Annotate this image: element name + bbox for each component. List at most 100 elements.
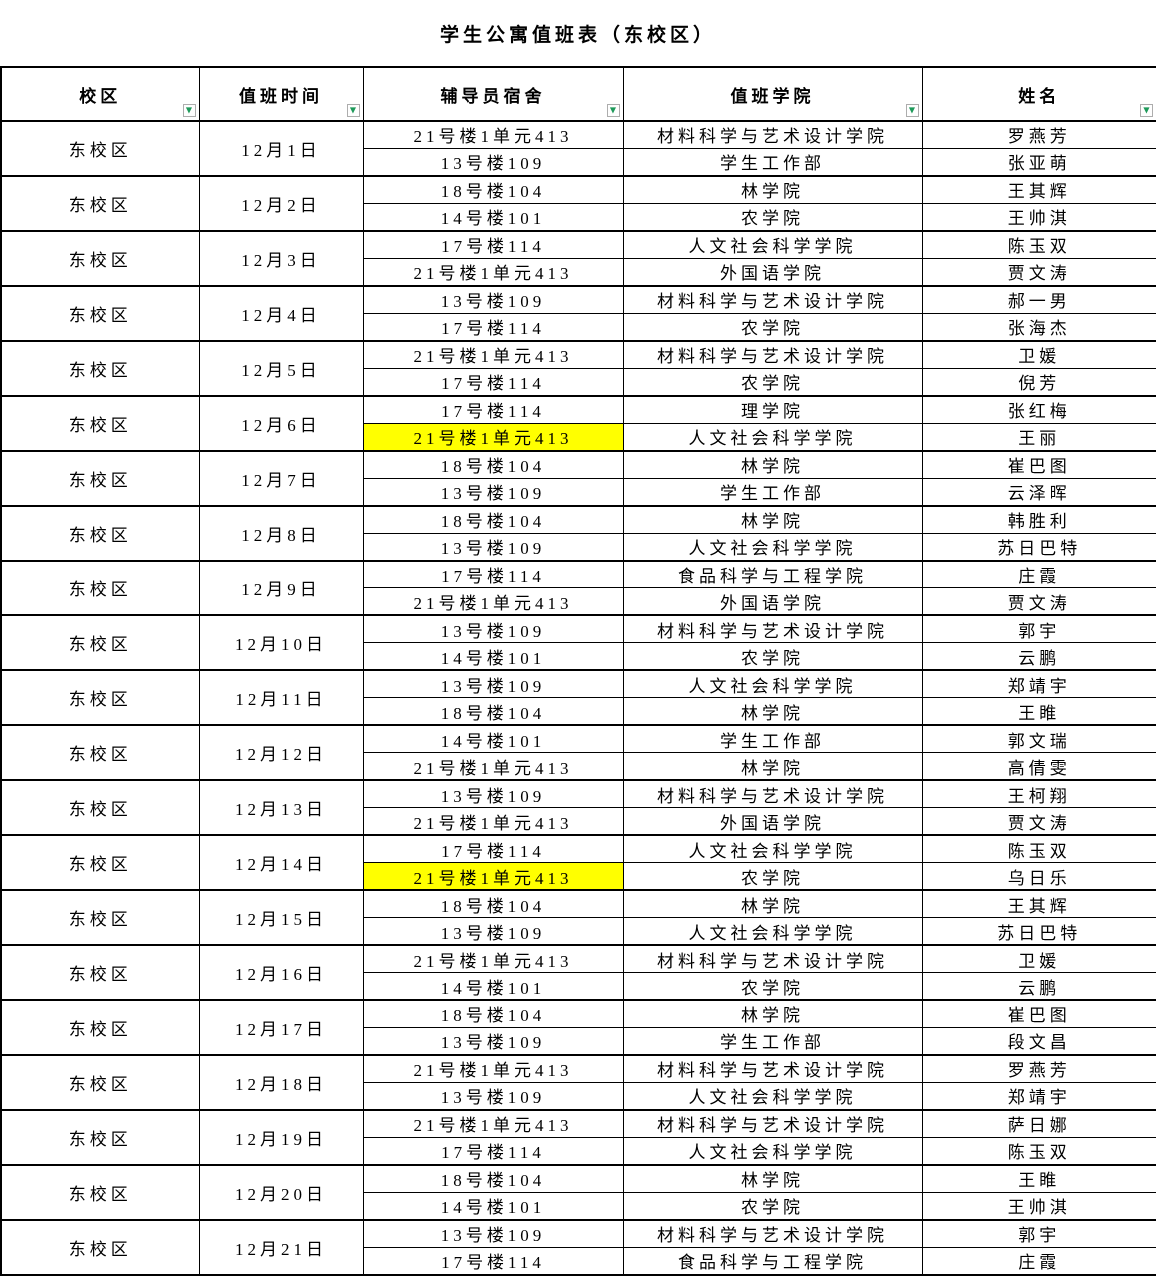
dorm-cell: 13号楼109: [362, 532, 624, 562]
college-cell: 材料科学与艺术设计学院: [622, 120, 923, 149]
campus-cell: 东校区: [0, 450, 200, 507]
college-cell: 学生工作部: [622, 1026, 923, 1056]
table-row: 东校区 12月12日 14号楼101 学生工作部 郭文瑞: [0, 724, 1156, 782]
dorm-cell: 13号楼109: [362, 917, 624, 947]
college-cell: 外国语学院: [622, 587, 923, 617]
name-cell: 云鹏: [921, 972, 1156, 1002]
college-cell: 农学院: [622, 642, 923, 672]
campus-cell: 东校区: [0, 724, 200, 782]
filter-button-college[interactable]: ▼: [905, 104, 919, 117]
table-row: 13号楼109 人文社会科学学院 苏日巴特: [1, 532, 1156, 562]
dorm-cell: 21号楼1单元413: [362, 1109, 624, 1138]
college-cell: 人文社会科学学院: [622, 1136, 923, 1166]
campus-cell: 东校区: [0, 779, 200, 837]
college-cell: 食品科学与工程学院: [622, 1246, 923, 1276]
table-row: 东校区 12月7日 18号楼104 林学院 崔巴图: [0, 450, 1156, 507]
header-row: 校区 ▼ 值班时间 ▼ 辅导员宿舍 ▼ 值班学院 ▼ 姓名 ▼: [0, 66, 1156, 122]
filter-button-duty-time[interactable]: ▼: [346, 104, 360, 117]
table-row: 东校区 12月10日 13号楼109 材料科学与艺术设计学院 郭宇: [0, 614, 1156, 672]
college-cell: 学生工作部: [622, 147, 923, 177]
campus-cell: 东校区: [0, 285, 200, 342]
college-cell: 人文社会科学学院: [622, 669, 923, 699]
filter-button-campus[interactable]: ▼: [182, 104, 196, 117]
campus-cell: 东校区: [0, 614, 200, 672]
header-name: 姓名 ▼: [921, 66, 1156, 122]
dorm-cell: 18号楼104: [362, 505, 624, 534]
date-cell: 12月18日: [198, 1054, 364, 1111]
name-cell: 陈玉双: [921, 230, 1156, 259]
name-cell: 崔巴图: [921, 999, 1156, 1028]
name-cell: 卫媛: [921, 340, 1156, 369]
college-cell: 林学院: [622, 175, 923, 204]
table-row: 21号楼1单元413 人文社会科学学院 王丽: [1, 422, 1156, 452]
college-cell: 人文社会科学学院: [622, 532, 923, 562]
table-row: 14号楼101 农学院 王帅淇: [1, 1191, 1156, 1221]
college-cell: 人文社会科学学院: [622, 834, 923, 864]
table-row: 21号楼1单元413 农学院 乌日乐: [1, 862, 1156, 892]
table-row: 东校区 12月11日 13号楼109 人文社会科学学院 郑靖宇: [0, 669, 1156, 727]
name-cell: 王其辉: [921, 889, 1156, 919]
name-cell: 王丽: [921, 422, 1156, 452]
table-row: 东校区 12月21日 13号楼109 材料科学与艺术设计学院 郭宇: [0, 1219, 1156, 1277]
name-cell: 苏日巴特: [921, 532, 1156, 562]
filter-dropdown-icon: ▼: [185, 105, 193, 114]
table-row: 14号楼101 农学院 王帅淇: [1, 202, 1156, 232]
filter-button-dorm[interactable]: ▼: [606, 104, 620, 117]
college-cell: 林学院: [622, 752, 923, 782]
college-cell: 材料科学与艺术设计学院: [622, 340, 923, 369]
table-row: 13号楼109 学生工作部 张亚萌: [1, 147, 1156, 177]
name-cell: 罗燕芳: [921, 120, 1156, 149]
dorm-cell: 21号楼1单元413: [362, 862, 624, 892]
table-row: 17号楼114 农学院 倪芳: [1, 367, 1156, 397]
dorm-cell: 13号楼109: [362, 1219, 624, 1248]
dorm-cell: 18号楼104: [362, 999, 624, 1028]
table-row: 13号楼109 人文社会科学学院 苏日巴特: [1, 917, 1156, 947]
filter-dropdown-icon: ▼: [609, 105, 617, 114]
name-cell: 罗燕芳: [921, 1054, 1156, 1083]
name-cell: 贾文涛: [921, 807, 1156, 837]
name-cell: 郑靖宇: [921, 669, 1156, 699]
campus-cell: 东校区: [0, 395, 200, 452]
name-cell: 萨日娜: [921, 1109, 1156, 1138]
table-row: 东校区 12月3日 17号楼114 人文社会科学学院 陈玉双: [0, 230, 1156, 287]
campus-cell: 东校区: [0, 230, 200, 287]
header-dorm-label: 辅导员宿舍: [440, 86, 546, 106]
campus-cell: 东校区: [0, 1219, 200, 1277]
dorm-cell: 21号楼1单元413: [362, 944, 624, 974]
college-cell: 农学院: [622, 202, 923, 232]
name-cell: 张红梅: [921, 395, 1156, 424]
name-cell: 陈玉双: [921, 834, 1156, 864]
dorm-cell: 13号楼109: [362, 669, 624, 699]
dorm-cell: 21号楼1单元413: [362, 807, 624, 837]
table-row: 东校区 12月15日 18号楼104 林学院 王其辉: [0, 889, 1156, 947]
name-cell: 王帅淇: [921, 202, 1156, 232]
campus-cell: 东校区: [0, 889, 200, 947]
header-duty-time: 值班时间 ▼: [198, 66, 364, 122]
name-cell: 贾文涛: [921, 587, 1156, 617]
college-cell: 林学院: [622, 450, 923, 479]
name-cell: 崔巴图: [921, 450, 1156, 479]
date-cell: 12月20日: [198, 1164, 364, 1221]
filter-button-name[interactable]: ▼: [1140, 104, 1153, 117]
table-row: 13号楼109 学生工作部 云泽晖: [1, 477, 1156, 507]
table-row: 21号楼1单元413 林学院 高倩雯: [1, 752, 1156, 782]
header-duty-time-label: 值班时间: [239, 86, 323, 106]
name-cell: 张海杰: [921, 312, 1156, 342]
table-row: 17号楼114 人文社会科学学院 陈玉双: [1, 1136, 1156, 1166]
college-cell: 材料科学与艺术设计学院: [622, 285, 923, 314]
college-cell: 材料科学与艺术设计学院: [622, 1219, 923, 1248]
table-row: 东校区 12月16日 21号楼1单元413 材料科学与艺术设计学院 卫媛: [0, 944, 1156, 1001]
date-cell: 12月15日: [198, 889, 364, 947]
name-cell: 王柯翔: [921, 779, 1156, 809]
dorm-cell: 13号楼109: [362, 285, 624, 314]
dorm-cell: 18号楼104: [362, 889, 624, 919]
filter-dropdown-icon: ▼: [1143, 105, 1150, 114]
campus-cell: 东校区: [0, 1109, 200, 1166]
college-cell: 农学院: [622, 312, 923, 342]
dorm-cell: 14号楼101: [362, 724, 624, 754]
campus-cell: 东校区: [0, 669, 200, 727]
filter-dropdown-icon: ▼: [349, 105, 357, 114]
college-cell: 材料科学与艺术设计学院: [622, 779, 923, 809]
name-cell: 王其辉: [921, 175, 1156, 204]
college-cell: 食品科学与工程学院: [622, 559, 923, 589]
